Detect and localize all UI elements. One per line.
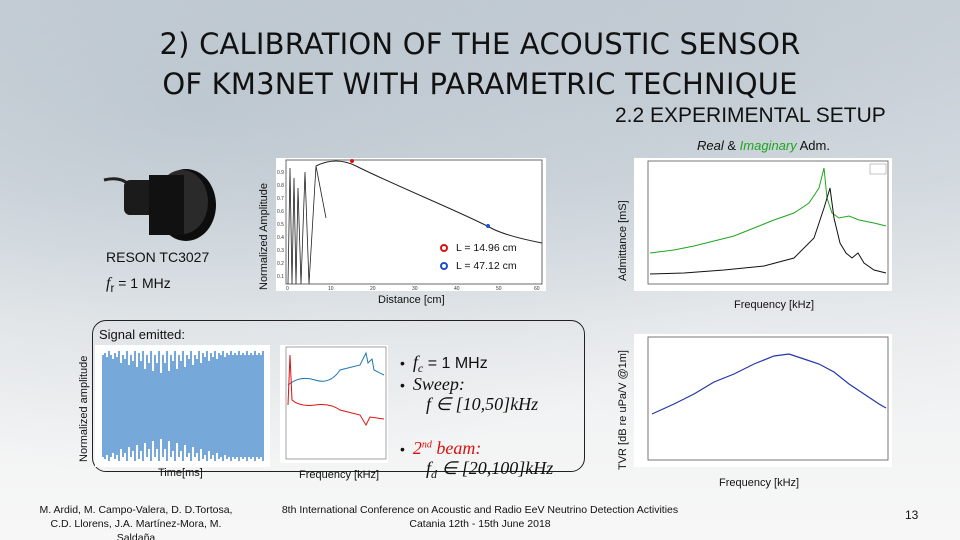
svg-text:0: 0 bbox=[286, 286, 289, 291]
peak-marker bbox=[350, 159, 354, 163]
title-line-2: OF KM3NET WITH PARAMETRIC TECHNIQUE bbox=[162, 67, 798, 101]
signal-plot bbox=[95, 345, 270, 467]
tvr-ylabel: TVR [dB re uPa/V @1m] bbox=[617, 350, 629, 470]
beam-xlabel: Frequency [kHz] bbox=[299, 469, 380, 481]
sensor-frequency: fr = 1 MHz bbox=[106, 275, 171, 295]
svg-text:40: 40 bbox=[454, 286, 460, 291]
freq-symbol: f bbox=[106, 275, 111, 292]
conference-line-1: 8th International Conference on Acoustic… bbox=[281, 504, 679, 516]
svg-text:10: 10 bbox=[328, 286, 334, 291]
signal-ylabel: Normalized amplitude bbox=[78, 355, 90, 462]
signal-emitted-box bbox=[92, 320, 585, 472]
sensor-name: RESON TC3027 bbox=[106, 249, 210, 265]
svg-text:0.5: 0.5 bbox=[277, 222, 284, 228]
svg-text:20: 20 bbox=[370, 286, 376, 291]
authors-line-1: M. Ardid, M. Campo-Valera, D. D.Tortosa, bbox=[39, 504, 233, 516]
amplitude-ylabel: Normalized Amplitude bbox=[258, 183, 270, 290]
svg-text:0.7: 0.7 bbox=[277, 196, 284, 202]
title-line-1: 2) CALIBRATION OF THE ACOUSTIC SENSOR bbox=[159, 27, 801, 61]
freq-value: = 1 MHz bbox=[114, 275, 171, 291]
footer-authors: M. Ardid, M. Campo-Valera, D. D.Tortosa,… bbox=[30, 503, 242, 540]
signal-label: Signal emitted: bbox=[99, 327, 185, 342]
svg-text:0.6: 0.6 bbox=[277, 209, 284, 215]
sweep-range: f ∈ [10,50]kHz bbox=[426, 394, 539, 414]
slide-subtitle: 2.2 EXPERIMENTAL SETUP bbox=[615, 104, 886, 127]
far-marker bbox=[486, 224, 490, 228]
bullet-second-beam: • 2nd beam: bbox=[400, 438, 482, 458]
legend-item-lr: L = 47.12 cm bbox=[440, 257, 517, 275]
bullet-carrier: • fc = 1 MHz bbox=[400, 352, 488, 376]
hydrophone-image bbox=[103, 169, 216, 241]
beam-plot bbox=[280, 345, 388, 463]
svg-text:60: 60 bbox=[534, 286, 540, 291]
beam-range: fd ∈ [20,100]kHz bbox=[426, 458, 554, 482]
svg-text:50: 50 bbox=[496, 286, 502, 291]
svg-text:0.2: 0.2 bbox=[277, 261, 284, 267]
svg-text:0.1: 0.1 bbox=[277, 274, 284, 280]
admittance-xlabel: Frequency [kHz] bbox=[734, 299, 815, 311]
admittance-caption: Real & Imaginary Adm. bbox=[697, 138, 830, 153]
tvr-xlabel: Frequency [kHz] bbox=[719, 477, 800, 489]
footer-conference: 8th International Conference on Acoustic… bbox=[260, 503, 700, 531]
admittance-ylabel: Admittance [mS] bbox=[617, 200, 629, 281]
svg-text:0.9: 0.9 bbox=[277, 170, 284, 176]
admittance-plot bbox=[634, 158, 892, 291]
svg-text:30: 30 bbox=[412, 286, 418, 291]
svg-text:0.3: 0.3 bbox=[277, 248, 284, 254]
freq-subscript: r bbox=[110, 281, 115, 295]
bullet-sweep: • Sweep: bbox=[400, 374, 465, 394]
svg-text:0.8: 0.8 bbox=[277, 183, 284, 189]
signal-xlabel: Time[ms] bbox=[158, 467, 203, 479]
tvr-plot bbox=[634, 334, 892, 467]
amplitude-legend: L = 14.96 cm L = 47.12 cm bbox=[440, 239, 517, 275]
authors-line-2: C.D. Llorens, J.A. Martínez-Mora, M. Sal… bbox=[50, 518, 222, 540]
legend-item-li: L = 14.96 cm bbox=[440, 239, 517, 257]
conference-line-2: Catania 12th - 15th June 2018 bbox=[409, 518, 551, 530]
svg-text:0.4: 0.4 bbox=[277, 235, 284, 241]
page-number: 13 bbox=[905, 508, 919, 522]
amplitude-plot: 0.9 0.8 0.7 0.6 0.5 0.4 0.3 0.2 0.1 0 10 20 30 40… bbox=[276, 158, 546, 291]
amplitude-xlabel: Distance [cm] bbox=[378, 294, 445, 306]
slide-title: 2) CALIBRATION OF THE ACOUSTIC SENSOR OF… bbox=[0, 24, 960, 104]
